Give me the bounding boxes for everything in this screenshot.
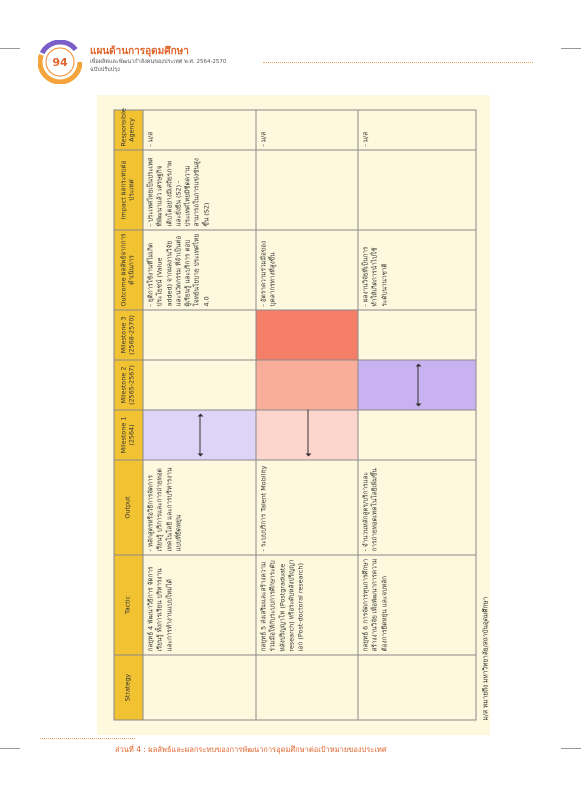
column-header: Impact ผลกระทบต่อประเทศ [113, 149, 143, 230]
cell: - ม/ส [255, 109, 358, 150]
header-subtitle: เพื่อผลิตและพัฒนากำลังคนของประเทศ พ.ศ. 2… [90, 59, 227, 65]
cell: กลยุทธ์ 6 การจัดการทุนการศึกษาสร้างงานวิ… [357, 554, 476, 655]
page-badge: 94 [38, 40, 82, 84]
table-row: กลยุทธ์ 4 พัฒนาวิธีการ จัดการเรียนรู้ ทั… [142, 109, 256, 720]
page-number: 94 [52, 56, 68, 69]
badge-ring [38, 40, 82, 84]
column-header: Milestone 1 (2564) [113, 409, 143, 460]
header-rule [263, 62, 533, 63]
cell: - ม/ส [142, 109, 256, 150]
footer-rule [40, 738, 135, 739]
cell: - จำนวนหลักสูตร/บริการและการถ่ายทอดเทคโน… [357, 459, 476, 555]
column-header: Milestone 2 (2565-2567) [113, 359, 143, 410]
column-header: Strategy [113, 654, 143, 720]
cell: - หลักสูตรหรือวิธีการจัดการเรียนรู้ บริก… [142, 459, 256, 555]
cell: - ระบบบริการ Talent Mobility [255, 459, 358, 555]
rotated-table-frame: Strategy Tactic Output Milestone 1 (2564… [113, 108, 489, 720]
arrow [199, 416, 200, 453]
cell [255, 654, 358, 720]
cell: - ผลงานวิจัยที่เป็นการทำให้เกิดการนำไปใช… [357, 229, 476, 310]
plan-table: Strategy Tactic Output Milestone 1 (2564… [113, 108, 476, 720]
footer-text: ส่วนที่ 4 : ผลลัพธ์และผลกระทบของการพัฒนา… [115, 745, 387, 754]
header-edition: ฉบับปรับปรุง [90, 67, 120, 73]
crop-mark [0, 48, 20, 49]
badge-center [45, 47, 75, 77]
cell: - ประเทศไทยเป็นประเทศที่พัฒนาแล้ว เศรษฐก… [142, 149, 256, 230]
cell: - ม/ส [357, 109, 476, 150]
crop-mark [0, 748, 20, 749]
milestone-cell [142, 309, 256, 360]
milestone-cell [255, 309, 358, 360]
crop-mark [561, 748, 581, 749]
milestone-cell [357, 409, 476, 460]
arrow [416, 366, 418, 403]
cell [357, 654, 476, 720]
cell: กลยุทธ์ 5 ส่งเสริมและสร้างความร่วมมือให้… [255, 554, 358, 655]
cell [357, 149, 476, 230]
header-row: Strategy Tactic Output Milestone 1 (2564… [113, 108, 143, 720]
cell: - ยุติการใช้งานที่ไม่เกิดประโยชน์ (Value… [142, 229, 256, 310]
footnote: ม/ส หมายถึง มหาวิทยาลัย/สถาบันอุดมศึกษา [481, 596, 489, 720]
cell [255, 149, 358, 230]
milestone-cell [255, 366, 358, 460]
crop-mark [561, 48, 581, 49]
cell: - อัตราความร่วมมือของบุคลากรทางที่สูงขึ้… [255, 229, 358, 310]
milestone-cell [255, 359, 358, 410]
badge-ring [38, 40, 82, 84]
table-row: กลยุทธ์ 5 ส่งเสริมและสร้างความร่วมมือให้… [255, 109, 358, 720]
milestone-cell [142, 359, 256, 410]
milestone-cell [357, 359, 476, 410]
column-header: Outcome ผลลัพธ์จากการดำเนินการ [113, 229, 143, 310]
column-header: Responsible Agency [113, 108, 143, 150]
cell [142, 654, 256, 720]
column-header: Tactic [113, 554, 143, 655]
column-header: Output [113, 459, 143, 555]
cell: กลยุทธ์ 4 พัฒนาวิธีการ จัดการเรียนรู้ ทั… [142, 554, 256, 655]
column-header: Milestone 3 (2568-2570) [113, 309, 143, 360]
milestone-cell [357, 309, 476, 360]
milestone-cell [142, 409, 256, 460]
header-title: แผนด้านการอุดมศึกษา [90, 46, 189, 57]
table-row: กลยุทธ์ 6 การจัดการทุนการศึกษาสร้างงานวิ… [357, 109, 476, 720]
